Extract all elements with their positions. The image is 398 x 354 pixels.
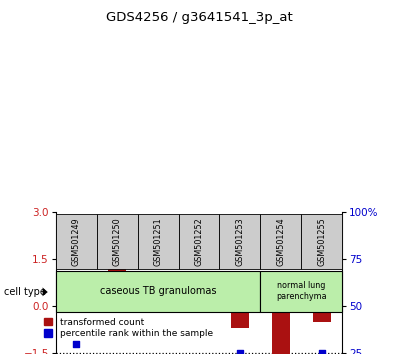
Bar (149, 297, 167, 306)
Point (319, 350, 325, 354)
Bar (56, 271, 260, 312)
Bar (231, 306, 249, 328)
Point (155, 256, 161, 262)
Bar (97, 214, 138, 269)
Polygon shape (43, 287, 48, 296)
Text: GSM501253: GSM501253 (236, 217, 244, 266)
Bar (179, 214, 219, 269)
Bar (56, 214, 97, 269)
Bar (260, 214, 301, 269)
Bar (219, 214, 260, 269)
Point (196, 247, 202, 253)
Point (73, 341, 79, 347)
Text: cell type: cell type (4, 287, 46, 297)
Text: caseous TB granulomas: caseous TB granulomas (100, 286, 216, 296)
Text: GSM501255: GSM501255 (317, 217, 326, 266)
Text: GSM501254: GSM501254 (276, 217, 285, 266)
Text: GSM501251: GSM501251 (154, 217, 162, 266)
Text: GSM501249: GSM501249 (72, 217, 81, 266)
Point (237, 350, 243, 354)
Bar (138, 214, 179, 269)
Text: GDS4256 / g3641541_3p_at: GDS4256 / g3641541_3p_at (105, 11, 293, 24)
Bar (301, 214, 342, 269)
Bar (190, 294, 208, 306)
Bar (272, 306, 290, 354)
Bar (312, 306, 331, 322)
Text: normal lung
parenchyma: normal lung parenchyma (276, 281, 327, 301)
Text: GSM501250: GSM501250 (113, 217, 122, 266)
Point (114, 219, 120, 225)
Bar (260, 271, 342, 312)
Legend: transformed count, percentile rank within the sample: transformed count, percentile rank withi… (44, 318, 213, 338)
Bar (108, 255, 126, 306)
Bar (67, 306, 86, 308)
Text: GSM501252: GSM501252 (195, 217, 203, 266)
